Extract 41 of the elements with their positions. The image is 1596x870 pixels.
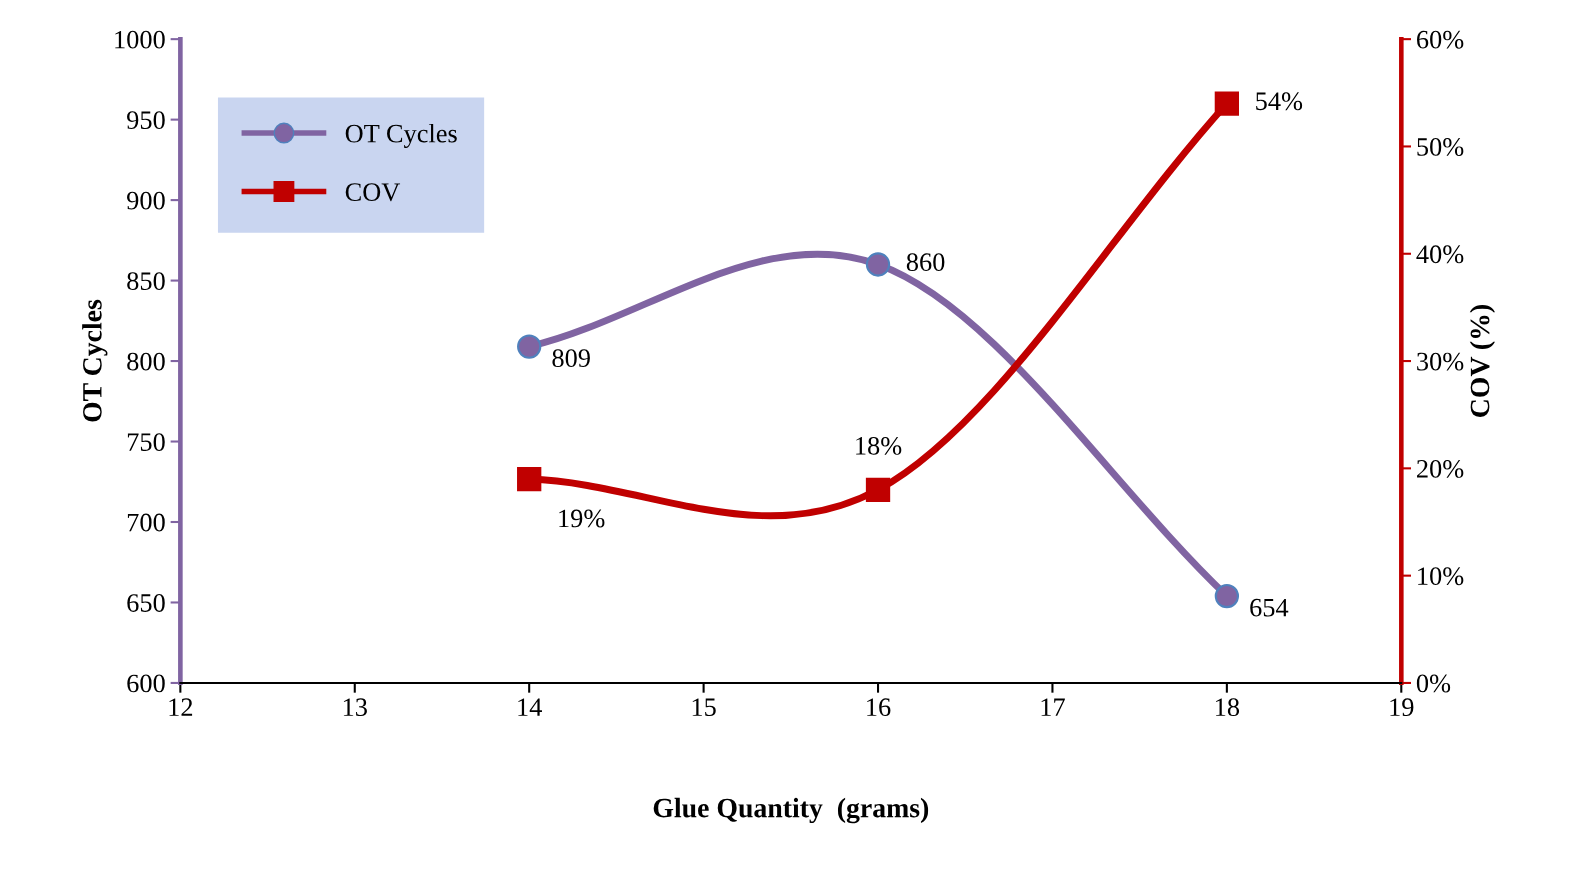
legend-label: COV [345,183,401,202]
y-tick-label: 850 [127,272,165,290]
y2-tick-label: 40% [1416,245,1464,264]
y2-tick-label: 10% [1418,567,1464,586]
y-axis-title: OT Cycles [82,299,108,422]
y2-tick-label: 60% [1417,30,1464,49]
y-tick-label: 1000 [115,30,165,49]
y2-tick-label: 20% [1417,459,1464,478]
y-tick-label: 950 [127,111,165,130]
x-axis-title: Glue Quantity (grams) [653,797,929,824]
data-label: 654 [1250,598,1289,617]
y2-tick-label: 0% [1416,674,1451,693]
point [517,466,542,492]
x-tick-label: 17 [1041,698,1065,716]
x-tick-label: 14 [518,698,542,716]
y-tick-label: 750 [127,433,165,451]
y-tick-label: 700 [127,513,165,532]
x-tick-label: 15 [692,698,716,717]
point [865,252,891,277]
data-label: 809 [552,349,590,368]
y2-tick-label: 50% [1417,138,1464,156]
data-label: 18% [856,436,902,455]
data-label: 54% [1256,92,1303,111]
x-tick-label: 19 [1390,698,1414,717]
point [865,477,891,502]
y2-tick-label: 30% [1417,352,1464,371]
y-tick-label: 900 [127,191,165,210]
x-tick-label: 12 [169,698,193,716]
y-tick-label: 600 [127,674,165,693]
data-label: 860 [906,253,945,272]
x-tick-label: 13 [343,698,367,717]
point [1214,583,1240,609]
y2-axis-title: COV (%) [1469,305,1495,417]
x-tick-label: 16 [867,698,891,717]
legend-label: OT Cycles [345,123,457,148]
data-label: 19% [559,509,605,528]
x-tick-label: 18 [1215,698,1240,717]
point [517,334,542,359]
point [1214,91,1240,116]
y-tick-label: 800 [127,352,165,371]
y-tick-label: 650 [127,594,165,612]
